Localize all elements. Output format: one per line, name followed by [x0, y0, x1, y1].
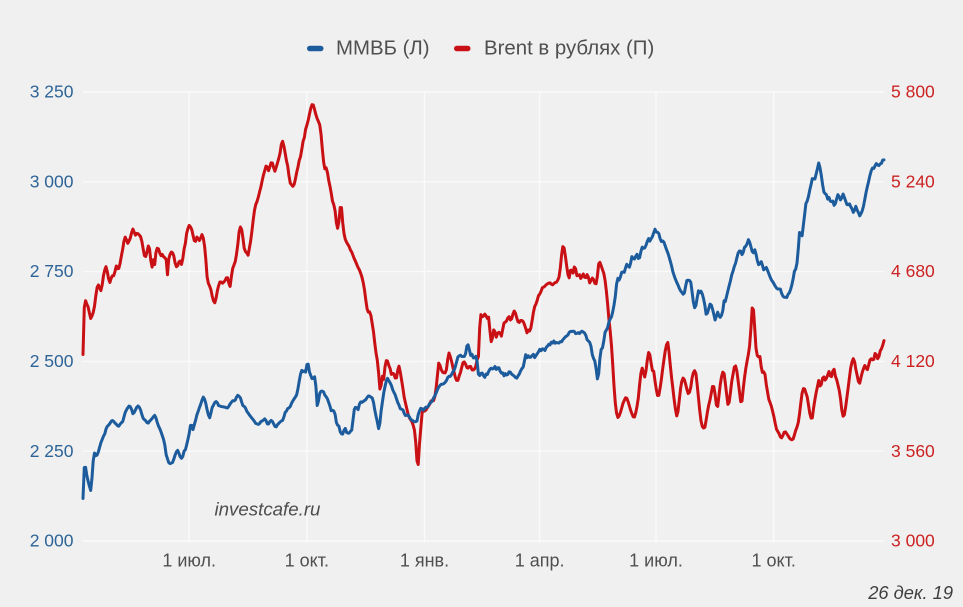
svg-text:1 июл.: 1 июл. [629, 551, 683, 571]
svg-text:4 120: 4 120 [891, 351, 935, 371]
svg-text:3 000: 3 000 [30, 171, 74, 191]
svg-text:1 окт.: 1 окт. [285, 551, 329, 571]
svg-text:3 250: 3 250 [30, 82, 74, 102]
svg-text:1 янв.: 1 янв. [400, 551, 449, 571]
svg-text:26 дек. 19: 26 дек. 19 [867, 582, 953, 603]
svg-text:2 500: 2 500 [30, 351, 74, 371]
svg-text:2 000: 2 000 [30, 531, 74, 551]
svg-text:Brent в рублях (П): Brent в рублях (П) [484, 38, 654, 60]
svg-text:2 250: 2 250 [30, 441, 74, 461]
svg-text:5 240: 5 240 [891, 171, 935, 191]
svg-text:3 560: 3 560 [891, 441, 935, 461]
svg-text:1 апр.: 1 апр. [515, 551, 565, 571]
svg-text:4 680: 4 680 [891, 261, 935, 281]
svg-text:2 750: 2 750 [30, 261, 74, 281]
svg-text:ММВБ (Л): ММВБ (Л) [336, 38, 430, 60]
svg-text:3 000: 3 000 [891, 531, 935, 551]
svg-text:1 окт.: 1 окт. [752, 551, 796, 571]
svg-text:1 июл.: 1 июл. [162, 551, 216, 571]
svg-text:5 800: 5 800 [891, 82, 935, 102]
svg-text:investcafe.ru: investcafe.ru [215, 498, 322, 519]
